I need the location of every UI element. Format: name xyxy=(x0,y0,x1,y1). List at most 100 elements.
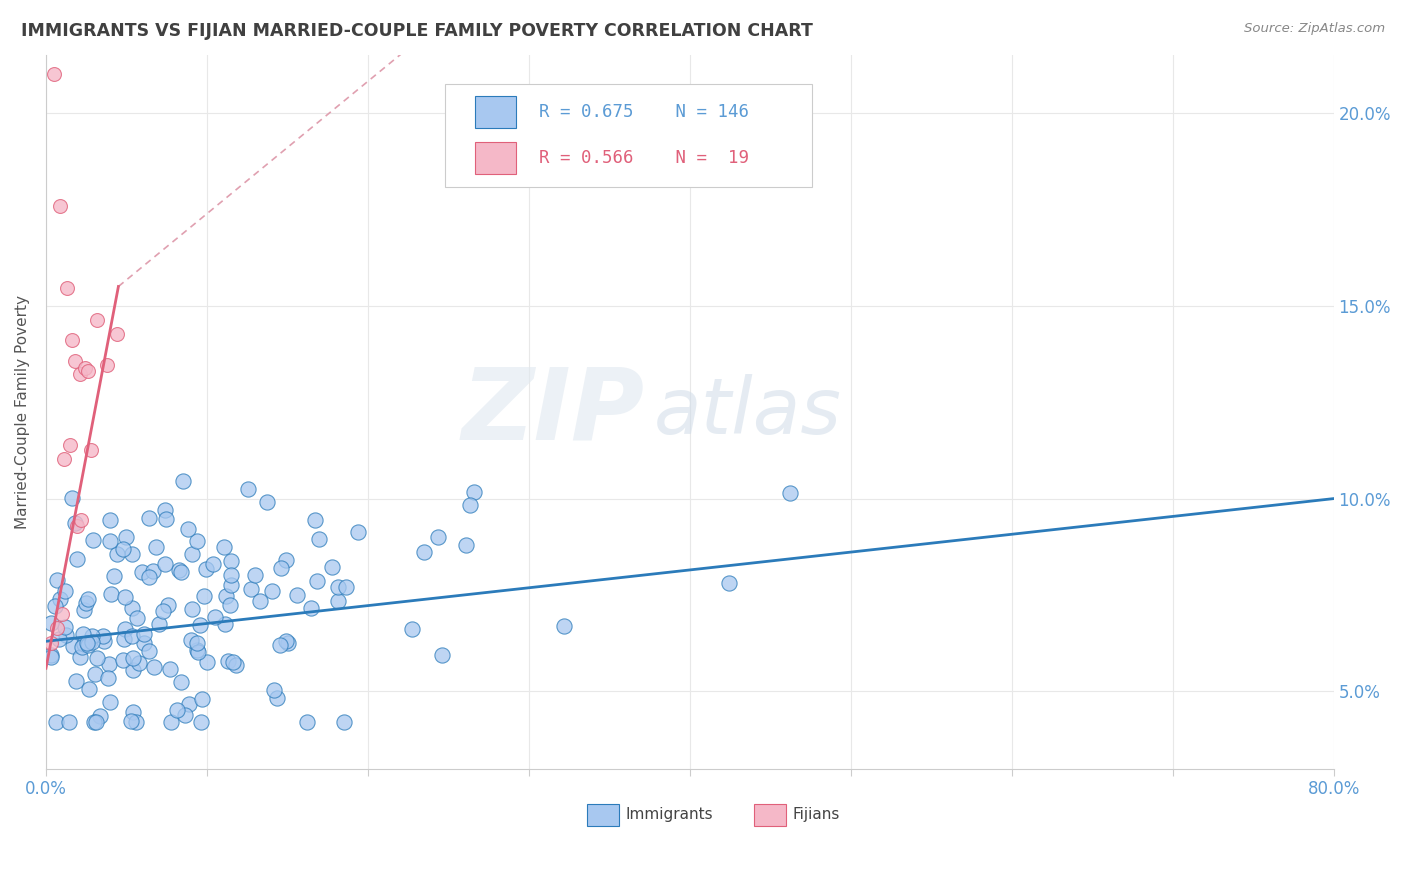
Point xyxy=(152,604,174,618)
Point xyxy=(39,648,62,663)
Point xyxy=(321,560,343,574)
Point xyxy=(245,567,267,582)
Point xyxy=(107,547,129,561)
Point xyxy=(65,519,87,533)
Point xyxy=(39,636,62,650)
Point xyxy=(49,591,72,606)
Point xyxy=(65,674,87,689)
Point xyxy=(72,627,94,641)
Point xyxy=(217,654,239,668)
Point xyxy=(112,541,135,556)
Point xyxy=(51,607,73,622)
Point xyxy=(84,715,107,730)
Point xyxy=(86,312,108,326)
Point xyxy=(134,627,156,641)
Point xyxy=(55,628,77,642)
Point xyxy=(83,666,105,681)
Point xyxy=(66,552,89,566)
Point xyxy=(49,199,72,213)
Point xyxy=(304,513,326,527)
Point xyxy=(128,657,150,671)
Point xyxy=(328,594,350,608)
Point xyxy=(260,584,283,599)
Point xyxy=(75,596,97,610)
Point xyxy=(98,513,121,527)
Point xyxy=(103,569,125,583)
Point xyxy=(219,554,242,568)
Point xyxy=(256,495,278,509)
Point xyxy=(277,636,299,650)
Bar xyxy=(586,805,619,826)
Point xyxy=(143,660,166,674)
Point xyxy=(276,634,298,648)
Point xyxy=(138,510,160,524)
Point xyxy=(180,602,202,616)
Point xyxy=(48,632,70,646)
Point xyxy=(148,617,170,632)
Point xyxy=(121,547,143,561)
Point xyxy=(463,485,485,500)
Bar xyxy=(475,95,516,128)
Point xyxy=(430,648,453,662)
Point xyxy=(80,634,103,648)
Point xyxy=(186,636,208,650)
Point xyxy=(239,582,262,597)
Point xyxy=(39,615,62,630)
Point xyxy=(249,593,271,607)
Point xyxy=(58,715,80,730)
Point xyxy=(44,599,66,613)
Point xyxy=(221,568,243,582)
Point xyxy=(202,557,225,571)
Point xyxy=(77,638,100,652)
Point xyxy=(138,644,160,658)
Point xyxy=(114,590,136,604)
Point xyxy=(97,671,120,685)
Point xyxy=(204,610,226,624)
Point xyxy=(98,533,121,548)
Text: Source: ZipAtlas.com: Source: ZipAtlas.com xyxy=(1244,22,1385,36)
Point xyxy=(114,622,136,636)
Point xyxy=(60,333,83,347)
Point xyxy=(45,573,67,587)
Point xyxy=(39,650,62,665)
Point xyxy=(56,281,79,295)
Point xyxy=(80,630,103,644)
Point xyxy=(157,599,180,613)
Point xyxy=(427,530,450,544)
Point xyxy=(413,545,436,559)
Point xyxy=(63,354,86,368)
Point xyxy=(333,715,356,730)
Point xyxy=(82,533,104,548)
Point xyxy=(214,617,236,632)
Point xyxy=(96,358,118,372)
Point xyxy=(193,589,215,603)
Point xyxy=(263,682,285,697)
Point xyxy=(76,591,98,606)
Point xyxy=(121,705,143,719)
Point xyxy=(79,681,101,696)
Point xyxy=(60,491,83,505)
Point xyxy=(285,588,308,602)
Point xyxy=(42,67,65,81)
Point xyxy=(553,619,575,633)
Text: atlas: atlas xyxy=(654,374,842,450)
Point xyxy=(779,486,801,500)
Point xyxy=(299,600,322,615)
Point xyxy=(69,649,91,664)
Point xyxy=(153,503,176,517)
Point xyxy=(52,452,75,467)
Point xyxy=(266,690,288,705)
Point xyxy=(73,603,96,617)
Point xyxy=(125,715,148,730)
Point xyxy=(172,475,194,489)
Point xyxy=(125,611,148,625)
Point xyxy=(145,541,167,555)
Point xyxy=(159,662,181,676)
Point xyxy=(70,513,93,527)
Point xyxy=(122,651,145,665)
Y-axis label: Married-Couple Family Poverty: Married-Couple Family Poverty xyxy=(15,295,30,529)
Point xyxy=(218,598,240,612)
Bar xyxy=(475,142,516,174)
Point xyxy=(114,632,136,647)
Point xyxy=(195,655,218,669)
